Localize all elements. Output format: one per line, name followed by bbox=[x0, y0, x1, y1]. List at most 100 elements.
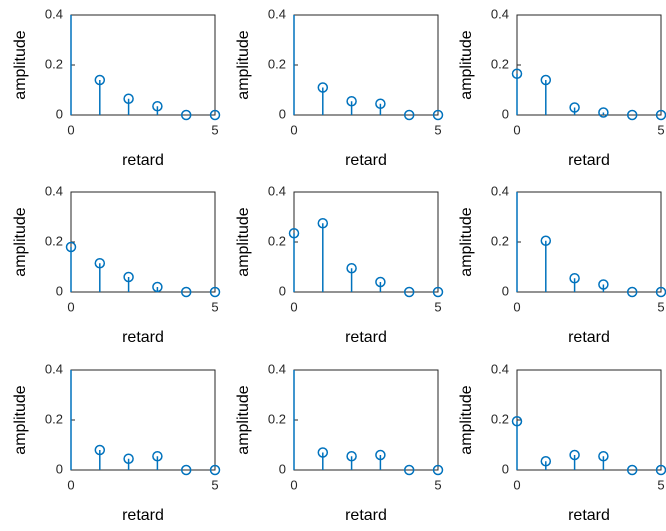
stem-marker bbox=[94, 258, 106, 269]
x-axis-label: retard bbox=[345, 152, 387, 169]
x-axis-label: retard bbox=[568, 329, 610, 346]
y-tick-label: 0 bbox=[502, 283, 509, 298]
axes-box bbox=[293, 191, 439, 293]
stem-marker bbox=[626, 286, 638, 298]
stem-marker bbox=[180, 464, 192, 476]
x-tick-label: 0 bbox=[67, 477, 74, 492]
stem-marker bbox=[209, 286, 221, 298]
stem-marker bbox=[432, 109, 444, 121]
x-axis-label: retard bbox=[345, 329, 387, 346]
stem-marker bbox=[626, 109, 638, 121]
axes-box bbox=[293, 14, 439, 116]
y-axis-label: amplitude bbox=[235, 30, 252, 99]
x-tick-label: 0 bbox=[513, 299, 520, 314]
stem-marker bbox=[598, 279, 609, 290]
y-tick-label: 0 bbox=[279, 283, 286, 298]
x-tick-label: 5 bbox=[657, 477, 664, 492]
x-axis-label: retard bbox=[122, 329, 164, 346]
x-tick-label: 0 bbox=[290, 122, 297, 137]
x-tick-label: 0 bbox=[513, 477, 520, 492]
stem-marker bbox=[540, 74, 552, 86]
stem-marker bbox=[375, 98, 386, 109]
x-tick-label: 0 bbox=[290, 477, 297, 492]
y-axis-label: amplitude bbox=[458, 30, 475, 99]
y-tick-label: 0.4 bbox=[268, 183, 286, 198]
x-tick-label: 5 bbox=[211, 299, 218, 314]
y-axis-label: amplitude bbox=[235, 207, 252, 276]
y-tick-label: 0.2 bbox=[268, 56, 286, 71]
stem-marker bbox=[317, 218, 329, 229]
stem-marker bbox=[94, 444, 106, 456]
stem-marker bbox=[432, 286, 444, 298]
x-axis-label: retard bbox=[122, 507, 164, 524]
stem-marker bbox=[375, 276, 386, 288]
stem-marker bbox=[209, 464, 221, 476]
x-tick-label: 0 bbox=[513, 122, 520, 137]
subplot: 0 0.2 0.4 0 5 retard amplitude bbox=[12, 6, 221, 169]
stem-marker bbox=[123, 271, 134, 283]
y-axis-label: amplitude bbox=[12, 385, 29, 454]
x-tick-label: 0 bbox=[290, 299, 297, 314]
y-axis-label: amplitude bbox=[12, 30, 29, 99]
stem-marker bbox=[403, 109, 415, 121]
subplot: 0 0.2 0.4 0 5 retard amplitude bbox=[12, 361, 221, 524]
x-tick-label: 5 bbox=[211, 477, 218, 492]
stem-marker bbox=[180, 109, 192, 121]
y-tick-label: 0.2 bbox=[45, 411, 63, 426]
y-tick-label: 0.2 bbox=[45, 56, 63, 71]
y-tick-label: 0.2 bbox=[491, 233, 509, 248]
x-tick-label: 0 bbox=[67, 122, 74, 137]
x-tick-label: 5 bbox=[657, 122, 664, 137]
y-axis-label: amplitude bbox=[235, 385, 252, 454]
subplot: 0 0.2 0.4 0 5 retard amplitude bbox=[458, 6, 666, 169]
stem-marker bbox=[94, 74, 106, 86]
stem-marker bbox=[569, 273, 580, 284]
stem-marker bbox=[626, 464, 638, 476]
y-tick-label: 0.4 bbox=[491, 6, 509, 21]
y-tick-label: 0 bbox=[502, 461, 509, 476]
x-tick-label: 5 bbox=[434, 299, 441, 314]
y-tick-label: 0 bbox=[279, 106, 286, 121]
stem-marker bbox=[511, 68, 523, 79]
stem-marker bbox=[403, 286, 415, 298]
axes-box bbox=[516, 369, 662, 471]
y-tick-label: 0.4 bbox=[491, 183, 509, 198]
stem-marker bbox=[317, 82, 329, 93]
x-tick-label: 0 bbox=[67, 299, 74, 314]
stem-marker bbox=[152, 451, 163, 462]
axes-box bbox=[516, 14, 662, 116]
x-tick-label: 5 bbox=[657, 299, 664, 314]
stem-marker bbox=[540, 235, 552, 246]
axes-box bbox=[70, 14, 216, 116]
stem-marker bbox=[288, 228, 300, 239]
stem-marker bbox=[152, 281, 163, 293]
stem-marker bbox=[598, 451, 609, 462]
y-axis-label: amplitude bbox=[458, 385, 475, 454]
axes-box bbox=[70, 369, 216, 471]
y-tick-label: 0.4 bbox=[491, 361, 509, 376]
stem-marker bbox=[375, 449, 386, 461]
y-tick-label: 0.2 bbox=[491, 411, 509, 426]
y-axis-label: amplitude bbox=[458, 207, 475, 276]
stem-marker bbox=[511, 416, 523, 427]
axes-box bbox=[516, 191, 662, 293]
subplot: 0 0.2 0.4 0 5 retard amplitude bbox=[458, 183, 666, 346]
y-tick-label: 0.2 bbox=[45, 233, 63, 248]
y-tick-label: 0.4 bbox=[45, 6, 63, 21]
y-tick-label: 0.4 bbox=[268, 361, 286, 376]
stem-marker bbox=[569, 449, 580, 461]
y-tick-label: 0.4 bbox=[45, 183, 63, 198]
stem-marker bbox=[346, 451, 357, 462]
stem-marker bbox=[346, 96, 357, 107]
stem-marker bbox=[123, 453, 134, 464]
x-tick-label: 5 bbox=[434, 122, 441, 137]
stem-marker bbox=[209, 109, 221, 121]
x-axis-label: retard bbox=[345, 507, 387, 524]
axes-box bbox=[70, 191, 216, 293]
y-tick-label: 0.2 bbox=[491, 56, 509, 71]
stem-marker bbox=[540, 456, 552, 467]
y-axis-label: amplitude bbox=[12, 207, 29, 276]
y-tick-label: 0.4 bbox=[268, 6, 286, 21]
y-tick-label: 0.4 bbox=[45, 361, 63, 376]
